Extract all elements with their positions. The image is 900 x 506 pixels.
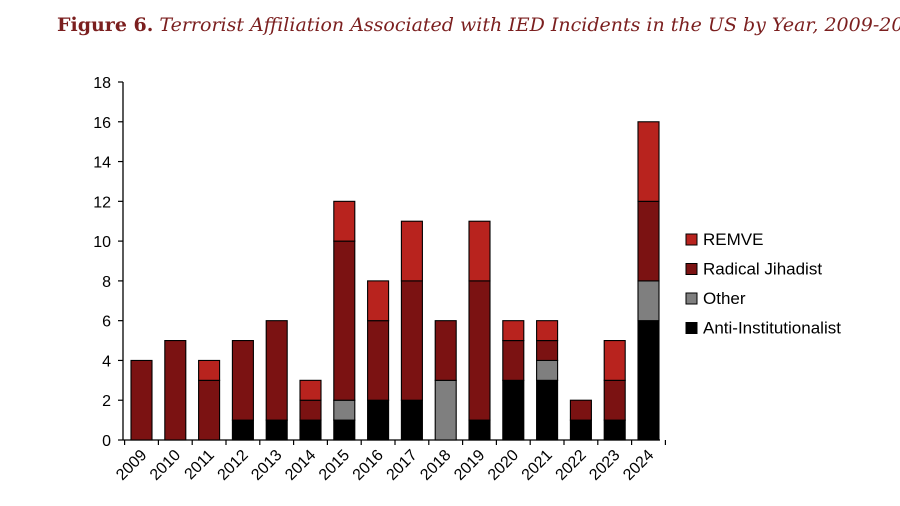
- y-tick-label: 2: [102, 393, 111, 410]
- bar-segment: [265, 419, 288, 441]
- bar-segment: [468, 419, 491, 441]
- x-tick-label: 2024: [620, 447, 657, 484]
- bar-segment: [198, 359, 221, 381]
- legend-label: REMVE: [703, 230, 763, 249]
- figure-caption: Figure 6. Terrorist Affiliation Associat…: [57, 14, 900, 36]
- bar-segment: [434, 320, 457, 381]
- bar-segment: [367, 320, 390, 401]
- figure-title: Terrorist Affiliation Associated with IE…: [159, 14, 900, 36]
- bar-segment: [468, 280, 491, 421]
- x-tick-label: 2012: [215, 447, 252, 484]
- legend-swatch: [685, 263, 698, 275]
- legend-swatch: [685, 322, 698, 334]
- bar-segment: [299, 399, 322, 421]
- bar-segment: [265, 320, 288, 421]
- bar-segment: [603, 419, 626, 441]
- bar-segment: [299, 379, 322, 401]
- y-tick-label: 8: [102, 274, 111, 291]
- bar-segment: [198, 379, 221, 441]
- bar-segment: [400, 280, 423, 401]
- x-tick-label: 2009: [113, 447, 150, 484]
- legend-label: Radical Jihadist: [703, 260, 822, 279]
- x-tick-label: 2022: [553, 447, 590, 484]
- bar-segment: [231, 419, 254, 441]
- x-tick-label: 2017: [384, 447, 421, 484]
- bar-segment: [400, 399, 423, 441]
- bar-segment: [637, 280, 660, 322]
- x-tick-label: 2019: [451, 447, 488, 484]
- bar-segment: [367, 280, 390, 322]
- y-tick-label: 14: [93, 155, 111, 172]
- bar-segment: [367, 399, 390, 441]
- y-tick-label: 16: [93, 115, 111, 132]
- bar-segment: [468, 220, 491, 282]
- x-tick-label: 2015: [316, 447, 353, 484]
- bar-segment: [164, 340, 187, 441]
- bar-segment: [536, 379, 559, 441]
- figure-number: Figure 6.: [57, 14, 154, 36]
- y-tick-label: 10: [93, 234, 111, 251]
- bar-segment: [569, 419, 592, 441]
- bar-segment: [502, 379, 525, 441]
- x-tick-label: 2010: [147, 447, 184, 484]
- bar-segment: [333, 200, 356, 242]
- bar-segment: [333, 240, 356, 401]
- bar-segment: [502, 320, 525, 342]
- bar-segment: [637, 320, 660, 441]
- bar-segment: [536, 359, 559, 381]
- y-tick-label: 6: [102, 314, 111, 331]
- legend-swatch: [685, 233, 698, 246]
- x-tick-label: 2016: [350, 447, 387, 484]
- bar-segment: [502, 340, 525, 381]
- bar-segment: [637, 121, 660, 202]
- legend-label: Anti-Institutionalist: [703, 319, 841, 338]
- bar-segment: [400, 220, 423, 282]
- y-tick-label: 0: [102, 433, 111, 450]
- x-tick-label: 2013: [248, 447, 285, 484]
- bar-segment: [603, 379, 626, 421]
- x-tick-label: 2023: [586, 447, 623, 484]
- bar-segment: [569, 399, 592, 421]
- y-tick-label: 18: [93, 75, 111, 92]
- x-tick-label: 2021: [519, 447, 556, 484]
- legend-swatch: [685, 292, 698, 305]
- bar-segment: [637, 200, 660, 282]
- bar-segment: [536, 320, 559, 342]
- bar-segment: [434, 379, 457, 441]
- x-tick-label: 2020: [485, 447, 522, 484]
- x-tick-label: 2011: [182, 447, 218, 483]
- y-tick-label: 4: [102, 353, 111, 370]
- bar-segment: [333, 399, 356, 421]
- bar-segment: [333, 419, 356, 441]
- bar-segment: [231, 340, 254, 421]
- x-tick-label: 2018: [417, 447, 454, 484]
- bar-segment: [603, 340, 626, 381]
- bar-segment: [130, 359, 153, 441]
- bar-segment: [536, 340, 559, 361]
- bar-segment: [299, 419, 322, 441]
- y-tick-label: 12: [93, 194, 111, 211]
- legend-label: Other: [703, 289, 746, 308]
- x-tick-label: 2014: [282, 447, 319, 484]
